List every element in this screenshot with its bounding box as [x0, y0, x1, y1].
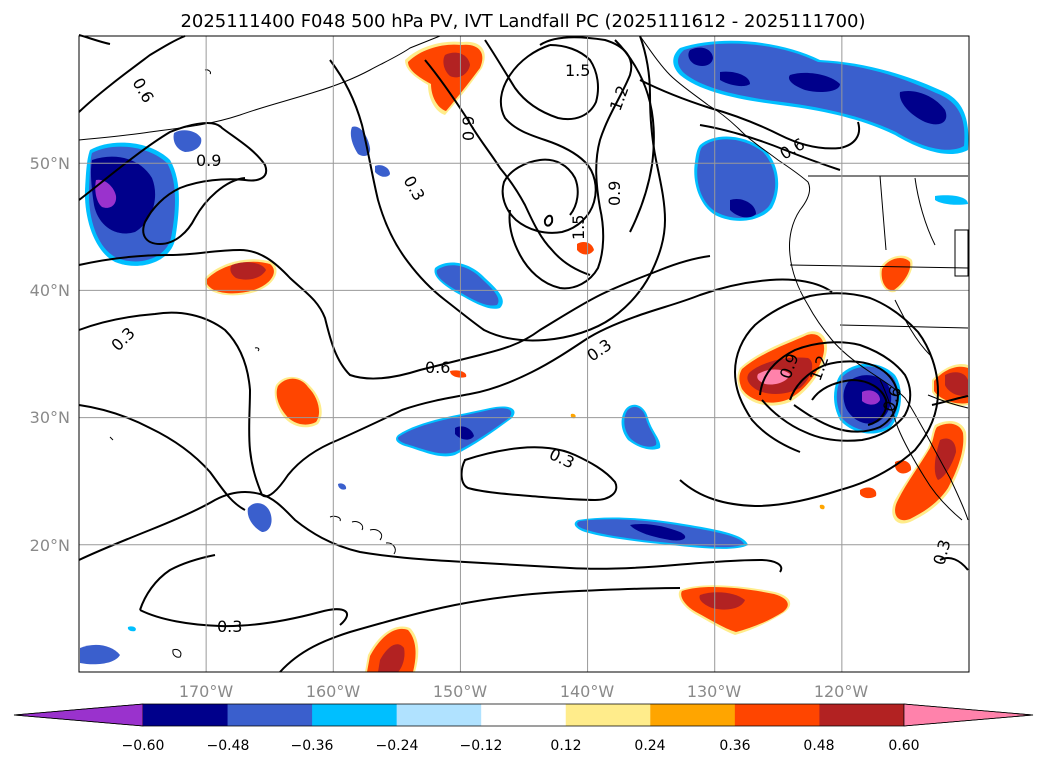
colorbar-segment	[565, 704, 651, 726]
colorbar-extend-min	[13, 703, 144, 727]
lat-label: 50°N	[30, 154, 70, 173]
colorbar-tick-labels: −0.60 −0.48 −0.36 −0.24 −0.12 0.12 0.24 …	[122, 738, 920, 754]
colorbar-segment	[312, 704, 398, 726]
lon-label: 170°W	[179, 682, 234, 701]
colorbar-tick-label: 0.60	[888, 738, 919, 754]
colorbar-segment	[650, 704, 736, 726]
colorbar-tick-label: −0.24	[376, 738, 419, 754]
longitude-axis-labels: 170°W 160°W 150°W 140°W 130°W 120°W	[179, 682, 869, 701]
colorbar-segment	[819, 704, 905, 726]
contour-label: 0.9	[196, 151, 221, 170]
lon-label: 120°W	[814, 682, 869, 701]
colorbar-tick-label: 0.24	[634, 738, 665, 754]
latitude-axis-labels: 20°N 30°N 40°N 50°N	[30, 154, 70, 555]
gridlines	[79, 36, 969, 672]
colorbar-tick-label: −0.12	[460, 738, 503, 754]
colorbar-tick-label: −0.60	[122, 738, 165, 754]
contour-label: 1.5	[569, 215, 588, 240]
contour-label: 0.3	[217, 617, 242, 636]
lat-label: 30°N	[30, 408, 70, 427]
colorbar-outline	[13, 703, 1034, 727]
colorbar-segment	[396, 704, 482, 726]
colorbar-tick-label: −0.36	[291, 738, 334, 754]
lon-label: 160°W	[306, 682, 361, 701]
lat-label: 40°N	[30, 281, 70, 300]
positive-anomaly-shading	[205, 41, 968, 672]
colorbar-tick-label: 0.36	[719, 738, 750, 754]
contour-label: 0.9	[605, 181, 624, 206]
contour-label: 0.6	[425, 358, 450, 377]
lon-label: 140°W	[560, 682, 615, 701]
lat-label: 20°N	[30, 536, 70, 555]
colorbar-segment	[143, 704, 229, 726]
contour-label: 1.5	[565, 61, 590, 80]
colorbar: −0.60 −0.48 −0.36 −0.24 −0.12 0.12 0.24 …	[13, 703, 1034, 754]
colorbar-tick-label: −0.48	[207, 738, 250, 754]
map-title: 2025111400 F048 500 hPa PV, IVT Landfall…	[180, 11, 865, 32]
colorbar-tick-label: 0.48	[803, 738, 834, 754]
colorbar-segment	[227, 704, 313, 726]
colorbar-segments	[13, 703, 1034, 727]
colorbar-segment	[734, 704, 820, 726]
map-frame	[78, 35, 970, 673]
map-panel: 0.6 0.9 0.3 0.9 0.3 1.5 1.2 1.5 0.9 0.6 …	[78, 34, 970, 673]
colorbar-segment	[481, 704, 567, 726]
contour-label: 0.9	[459, 116, 478, 141]
lon-label: 130°W	[687, 682, 742, 701]
coastlines	[78, 35, 969, 521]
colorbar-tick-label: 0.12	[550, 738, 581, 754]
colorbar-extend-max	[903, 703, 1034, 727]
pv-contours	[78, 34, 969, 673]
lon-label: 150°W	[433, 682, 488, 701]
